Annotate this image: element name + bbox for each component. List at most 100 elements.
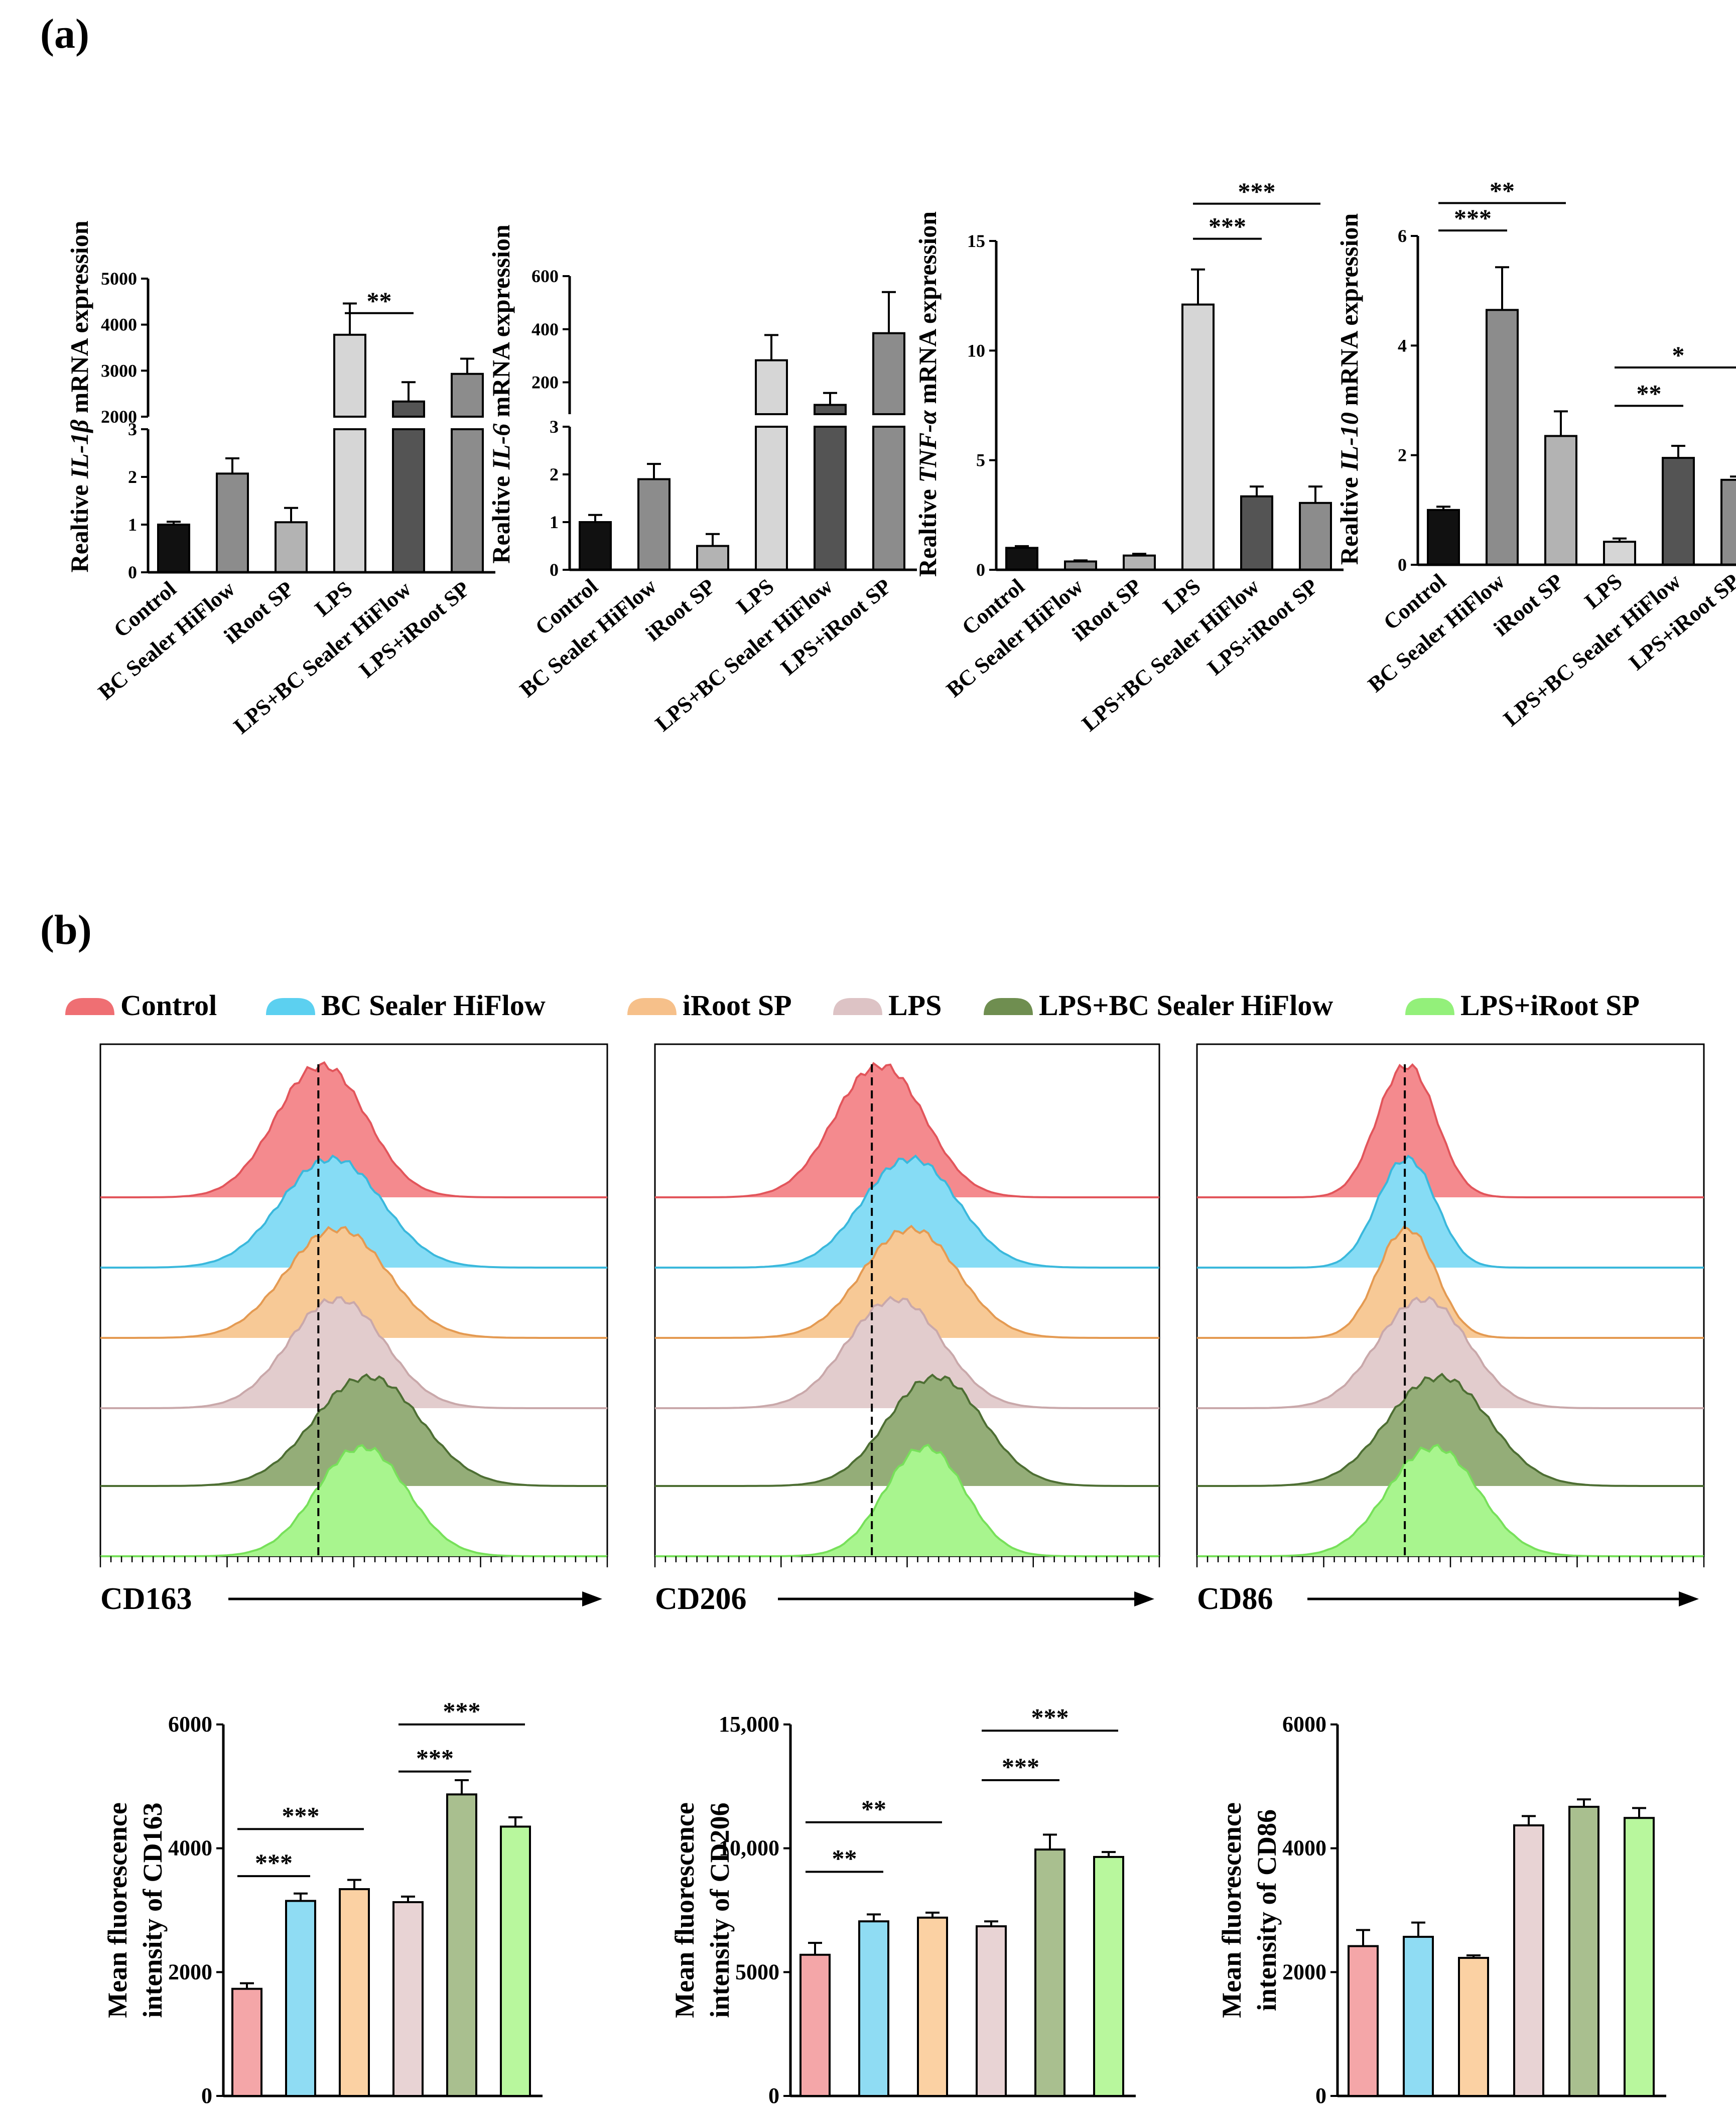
bar-bc-sealer-hiflow	[858, 1920, 889, 2097]
y-axis-label-line-1: Mean fluorescence	[102, 1802, 132, 2018]
histogram-outline-lps	[100, 1296, 607, 1409]
flow-axis-label-cd163: CD163	[100, 1582, 192, 1616]
y-axis-label-part: mRNA expression	[1335, 213, 1363, 413]
y-axis-label-part: mRNA expression	[65, 220, 93, 420]
histogram-fill-bc-sealer-hiflow	[1197, 1156, 1704, 1268]
y-tick-label: 0	[1398, 555, 1407, 575]
y-axis-label-part: Realtive	[913, 483, 942, 577]
bar-bc-sealer-hiflow	[285, 1900, 316, 2097]
bar-lps	[755, 359, 788, 415]
y-tick-label: 0	[128, 562, 137, 582]
y-tick-label: 10,000	[719, 1836, 779, 1860]
histogram-outline-lps	[655, 1296, 1159, 1409]
y-tick-label: 6000	[168, 1712, 212, 1736]
y-axis-label-part: TNF-α	[913, 410, 942, 483]
panel-label-a: (a)	[40, 11, 89, 57]
significance-label: ***	[1002, 1753, 1039, 1781]
mfi-chart-1: 0 2000 4000 6000 *** *** *** *** Mean fluorescen…	[102, 1697, 543, 2108]
bar-iroot-sp	[1458, 1956, 1489, 2097]
y-axis-label-line-1: Mean fluorescence	[1217, 1802, 1247, 2018]
bar-bc-sealer-hiflow	[1403, 1936, 1434, 2097]
legend-swatch-lps-iroot-sp	[1405, 998, 1454, 1015]
bar-iroot-sp	[696, 545, 729, 571]
significance-label: **	[832, 1844, 857, 1873]
y-tick-label: 200	[531, 373, 559, 393]
bar-bc-sealer-hiflow	[1486, 309, 1519, 566]
bar-iroot-sp	[1544, 435, 1577, 566]
mfi-charts: 0 2000 4000 6000 *** *** *** *** Mean fluorescen…	[102, 1697, 1666, 2108]
bar-bc-sealer-hiflow	[637, 478, 671, 571]
panel-label-b: (b)	[40, 907, 92, 953]
y-tick-label: 2000	[1282, 1959, 1326, 1984]
bar-lps	[1603, 541, 1636, 566]
significance-label: ***	[282, 1801, 320, 1829]
legend-swatch-lps	[833, 998, 882, 1015]
histogram-fill-lps	[655, 1297, 1159, 1408]
histogram-outline-iroot-sp	[655, 1224, 1159, 1339]
legend-label-lps-iroot-sp: LPS+iRoot SP	[1460, 989, 1640, 1022]
histogram-outline-lps-iroot-sp	[100, 1444, 607, 1557]
bar-iroot-sp	[1123, 554, 1156, 571]
x-tick-label: LPS	[310, 576, 357, 621]
y-tick-label: 4000	[1282, 1836, 1326, 1860]
bar-lps	[392, 1901, 424, 2097]
axis-break-gap	[150, 418, 497, 428]
y-axis-label-part: mRNA expression	[913, 211, 942, 411]
significance-label: ***	[1209, 212, 1246, 240]
bar-iroot-sp	[917, 1916, 948, 2097]
histogram-fill-lps-iroot-sp	[1197, 1445, 1704, 1556]
histogram-outline-lps-bc-sealer-hiflow	[100, 1373, 607, 1487]
histogram-outline-bc-sealer-hiflow	[655, 1154, 1159, 1269]
significance-label: **	[367, 287, 392, 315]
y-axis-label: Realtive IL-1β mRNA expression	[65, 220, 93, 572]
y-tick-label: 15	[967, 231, 985, 251]
bar-lps-iroot-sp	[872, 332, 905, 415]
y-axis-label: Realtive IL-6 mRNA expression	[487, 224, 515, 564]
bar-control	[799, 1953, 831, 2097]
bar-lps-iroot-sp	[1093, 1855, 1124, 2097]
y-tick-label: 2000	[101, 407, 137, 427]
y-tick-label: 2	[128, 467, 137, 487]
axis-break-gap	[571, 415, 918, 426]
legend-swatch-iroot-sp	[627, 998, 677, 1015]
legend-label-iroot-sp: iRoot SP	[683, 989, 792, 1022]
flow-histograms: CD163 CD206 CD86	[99, 1043, 1705, 1616]
y-axis-label-part: IL-1β	[65, 419, 93, 479]
histogram-fill-control	[655, 1063, 1159, 1197]
y-axis-label: Realtive TNF-α mRNA expression	[913, 211, 942, 577]
histogram-fill-lps-bc-sealer-hiflow	[655, 1375, 1159, 1486]
y-tick-label: 0	[550, 560, 559, 580]
bar-lps-bc-sealer-hiflow	[814, 404, 847, 415]
y-axis-label-part: Realtive	[487, 469, 515, 563]
histogram-fill-lps-iroot-sp	[655, 1445, 1159, 1556]
histogram-outline-lps	[1197, 1296, 1704, 1409]
histogram-outline-iroot-sp	[100, 1226, 607, 1339]
legend-swatch-lps-bc-sealer-hiflow	[984, 998, 1033, 1015]
bar-lower-lps	[333, 428, 366, 573]
significance-label: ***	[443, 1697, 481, 1725]
y-axis-label-part: mRNA expression	[487, 224, 515, 424]
y-axis-label-part: IL-6	[487, 424, 515, 470]
histogram-fill-iroot-sp	[655, 1226, 1159, 1338]
legend-label-lps: LPS	[888, 989, 942, 1022]
legend-swatch-control	[65, 998, 114, 1015]
significance-label: ***	[1238, 177, 1276, 205]
y-axis-label-line-2: intensity of CD86	[1252, 1809, 1282, 2011]
y-tick-label: 15,000	[719, 1712, 779, 1736]
y-tick-label: 3	[550, 417, 559, 437]
y-tick-label: 400	[531, 319, 559, 339]
bar-control	[1427, 509, 1460, 566]
histogram-fill-control	[1197, 1064, 1704, 1197]
bar-lps-iroot-sp	[451, 373, 484, 418]
bar-lps-iroot-sp	[1299, 502, 1332, 571]
significance-label: ***	[416, 1744, 454, 1772]
flow-panel-cd86: CD86	[1196, 1043, 1705, 1616]
histogram-outline-iroot-sp	[1197, 1225, 1704, 1339]
y-tick-label: 0	[976, 560, 985, 580]
bar-lps-iroot-sp	[500, 1825, 531, 2097]
y-axis-label-line-2: intensity of CD206	[705, 1803, 735, 2018]
histogram-fill-control	[100, 1062, 607, 1197]
bar-control	[157, 524, 190, 573]
